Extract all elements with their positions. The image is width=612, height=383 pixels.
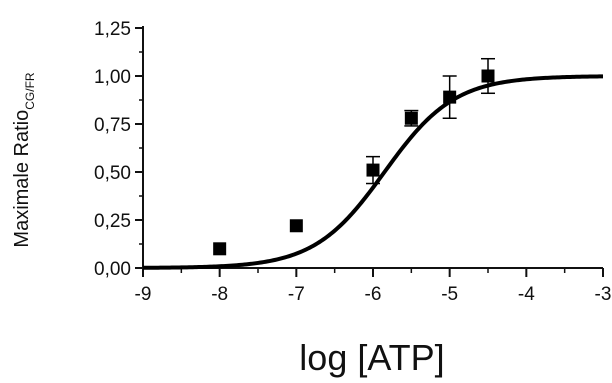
data-point-marker [443,90,457,104]
y-tick-label: 0,00 [94,259,131,280]
x-tick-label: -3 [595,284,612,305]
y-tick-label: 0,25 [94,211,131,232]
x-axis-ticks: -9 -8 -7 -6 -5 -4 -3 [135,268,612,305]
axes [142,26,603,269]
y-axis-label: Maximale RatioCG/FR [11,72,37,247]
x-tick-label: -4 [518,284,535,305]
y-tick-label: 0,75 [94,115,131,136]
data-point-marker [404,111,418,125]
x-tick-label: -8 [211,284,228,305]
data-points [213,57,495,256]
y-tick-label: 1,00 [94,67,131,88]
x-tick-label: -5 [441,284,458,305]
x-axis-label: log [ATP] [299,337,444,378]
data-point-marker [289,219,303,233]
x-tick-label: -7 [288,284,305,305]
y-axis-label-main: Maximale Ratio [11,110,33,248]
x-tick-label: -9 [135,284,152,305]
x-tick-label: -6 [365,284,382,305]
y-tick-label: 1,25 [94,19,131,40]
data-point-marker [213,242,227,256]
y-tick-label: 0,50 [94,163,131,184]
y-axis-label-subscript: CG/FR [23,72,37,110]
fit-curve [142,74,604,270]
y-axis-ticks: 0,00 0,25 0,50 0,75 1,00 1,25 [94,19,143,280]
data-point-marker [366,163,380,177]
data-point-marker [481,69,495,83]
